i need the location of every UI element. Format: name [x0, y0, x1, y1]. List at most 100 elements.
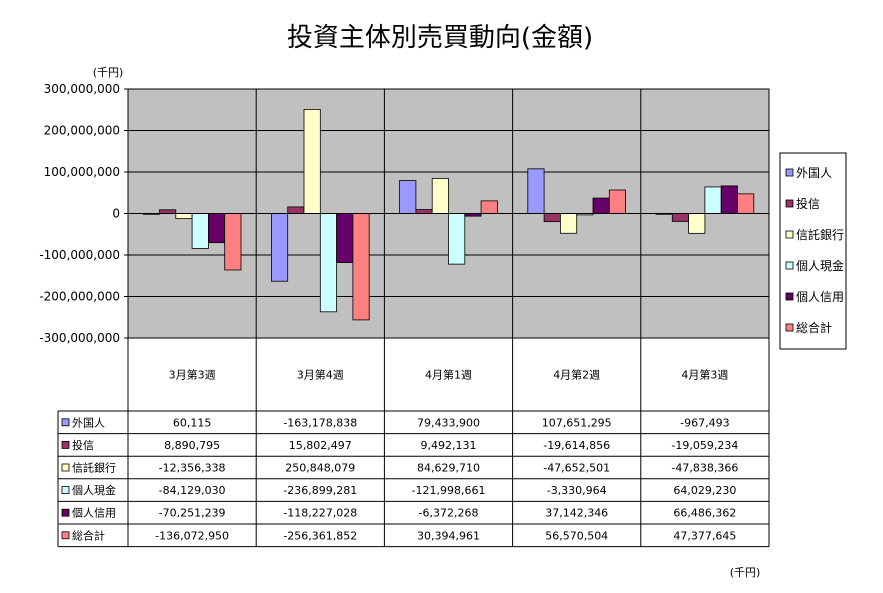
bar-1-4: [527, 168, 545, 214]
data-label: -163,178,838: [283, 416, 357, 429]
bar-5-1: [207, 213, 226, 244]
data-label: 84,629,710: [417, 462, 480, 475]
data-label: 15,802,497: [289, 439, 352, 452]
legend-key: [785, 168, 794, 177]
data-label: 79,433,900: [417, 416, 480, 429]
bar-2-4: [543, 213, 561, 223]
table-legend-key: [61, 508, 70, 517]
bar-3-3: [431, 177, 449, 214]
table-legend-key: [61, 418, 70, 427]
bar-2-2: [287, 206, 305, 214]
data-label: -70,251,239: [159, 507, 226, 520]
data-label: 107,651,295: [542, 416, 612, 429]
bar-6-2: [352, 213, 370, 321]
data-label: -136,072,950: [155, 529, 229, 542]
table-legend-key: [61, 463, 70, 472]
chart-title: 投資主体別売買動向(金額): [287, 23, 593, 53]
table-legend-key: [61, 440, 70, 449]
bar-6-4: [608, 189, 626, 214]
bar-6-1: [224, 213, 242, 271]
data-label: 250,848,079: [285, 462, 355, 475]
bar-4-2: [319, 213, 337, 313]
bar-6-5: [737, 193, 755, 214]
table-row-label: 個人信用: [72, 507, 116, 520]
bar-4-1: [191, 213, 209, 249]
data-label: -47,652,501: [543, 462, 610, 475]
legend-key: [785, 261, 794, 270]
table-row-label: 信託銀行: [72, 461, 116, 475]
y-tick-label: -200,000,000: [39, 290, 120, 304]
data-label: -6,372,268: [419, 507, 479, 520]
x-tick-label: 4月第1週: [425, 368, 472, 382]
x-tick-label: 3月第3週: [169, 368, 216, 382]
bar-5-5: [720, 185, 738, 214]
bar-6-3: [480, 200, 498, 214]
bar-2-1: [159, 209, 177, 214]
data-label: 64,029,230: [673, 484, 736, 497]
y-tick-label: -100,000,000: [39, 248, 120, 262]
legend-label: 信託銀行: [796, 227, 844, 242]
y-tick-label: 200,000,000: [44, 124, 120, 138]
legend-key: [785, 323, 794, 332]
data-label: -19,059,234: [671, 439, 738, 452]
legend-key: [785, 292, 794, 301]
data-label: -84,129,030: [159, 484, 226, 497]
data-label: 8,890,795: [164, 439, 220, 452]
x-tick-label: 3月第4週: [297, 368, 344, 382]
bar-4-5: [704, 186, 722, 214]
y-tick-label: 300,000,000: [44, 82, 120, 96]
bar-2-5: [671, 213, 689, 222]
x-tick-label: 4月第3週: [681, 368, 728, 382]
data-label: -47,838,366: [671, 462, 738, 475]
table-legend-key: [61, 486, 70, 495]
data-label: 47,377,645: [673, 529, 736, 542]
bar-3-5: [688, 213, 706, 234]
data-label: 56,570,504: [545, 529, 608, 542]
y-tick-label: -300,000,000: [39, 331, 120, 345]
data-label: -236,899,281: [283, 484, 357, 497]
table-legend-key: [61, 531, 70, 540]
bar-5-2: [336, 213, 354, 263]
data-label: -19,614,856: [543, 439, 610, 452]
bar-5-4: [592, 197, 610, 214]
data-label: -12,356,338: [159, 462, 226, 475]
data-label: -256,361,852: [283, 529, 357, 542]
data-label: -967,493: [680, 416, 729, 429]
bar-1-3: [399, 180, 417, 214]
data-label: 30,394,961: [417, 529, 480, 542]
data-label: 37,142,346: [545, 507, 608, 520]
table-row-label: 外国人: [72, 416, 105, 429]
legend-label: 総合計: [796, 320, 832, 335]
data-label: -121,998,661: [412, 484, 486, 497]
table-row-label: 個人現金: [72, 483, 116, 497]
legend-label: 個人現金: [796, 258, 844, 273]
bar-3-1: [175, 213, 193, 220]
bar-4-3: [448, 213, 466, 265]
table-row-label: 投信: [72, 438, 94, 452]
unit-label-top: (千円): [93, 66, 124, 79]
plot-area: 300,000,000 200,000,000 100,000,000 0 -100,0…: [39, 82, 770, 345]
legend-label: 外国人: [796, 166, 832, 180]
data-label: 9,492,131: [421, 439, 477, 452]
data-label: 60,115: [173, 416, 212, 429]
data-label: 66,486,362: [673, 507, 736, 520]
legend-key: [785, 230, 794, 239]
x-tick-label: 4月第2週: [553, 368, 600, 382]
data-label: -3,330,964: [547, 484, 607, 497]
legend-label: 個人信用: [796, 290, 844, 304]
table-row-label: 総合計: [72, 528, 105, 542]
bar-3-2: [303, 108, 321, 214]
legend-box: [779, 152, 847, 350]
data-label: -118,227,028: [283, 507, 357, 520]
y-tick-label: 0: [112, 207, 120, 221]
legend-label: 投信: [796, 196, 820, 211]
bar-2-3: [415, 209, 433, 214]
bar-3-4: [560, 213, 578, 234]
unit-label-bottom: (千円): [730, 566, 761, 579]
bar-1-2: [270, 213, 289, 282]
y-tick-label: 100,000,000: [44, 165, 120, 179]
legend-key: [785, 199, 794, 208]
